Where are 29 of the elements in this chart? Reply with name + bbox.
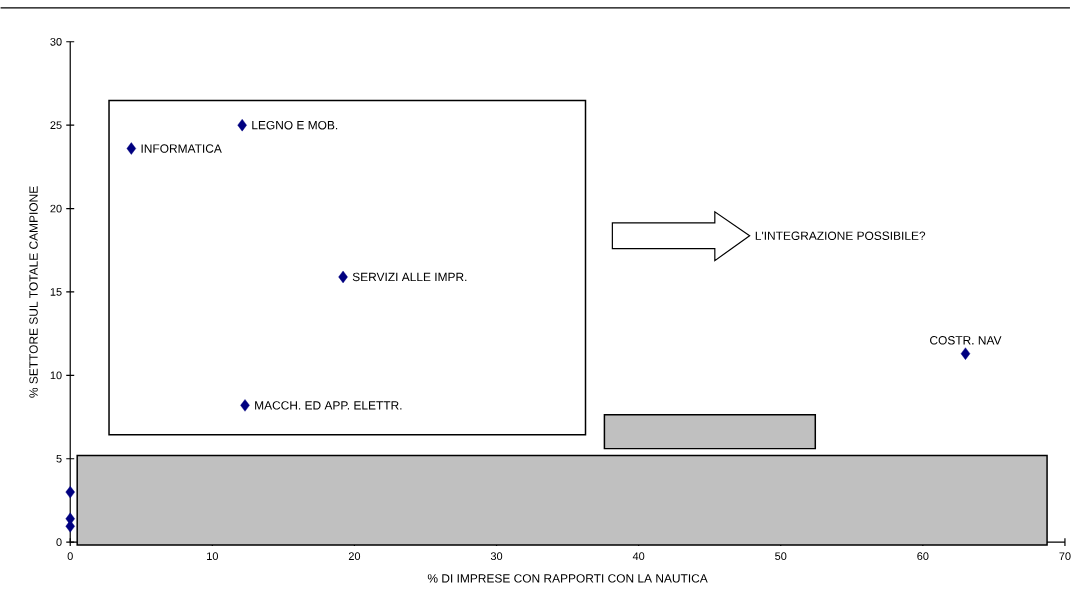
x-tick-label: 70 [1059, 552, 1071, 561]
x-tick-label: 10 [207, 552, 218, 561]
y-axis-title: % SETTORE SUL TOTALE CAMPIONE [29, 186, 38, 398]
point [960, 347, 971, 360]
x-tick-label: 0 [67, 552, 73, 561]
annotation: L'INTEGRAZIONE POSSIBILE? [755, 231, 926, 241]
annotation: SERVIZI ALLE IMPR. [352, 272, 467, 282]
x-tick-label: 50 [775, 552, 787, 561]
point [240, 399, 250, 412]
x-tick-label: 30 [490, 552, 503, 561]
y-tick-label: 5 [56, 455, 62, 463]
point [126, 142, 137, 155]
annotation: MACCH. ED APP. ELETTR. [255, 401, 402, 410]
y-tick-label: 15 [50, 288, 62, 296]
annotation: COSTR. NAV [930, 336, 1002, 345]
x-tick-label: 60 [917, 552, 929, 561]
x-tick-label: 20 [348, 552, 361, 561]
annotation: INFORMATICA [141, 144, 222, 153]
y-tick-label: 20 [50, 204, 62, 213]
x-tick-label: 40 [632, 552, 645, 561]
annotation: LEGNO E MOB. [252, 121, 338, 130]
y-tick-label: 30 [50, 38, 62, 46]
y-tick-label: 10 [50, 371, 62, 380]
y-tick-label: 25 [50, 121, 62, 130]
y-tick-label: 0 [56, 538, 62, 547]
point [65, 486, 75, 499]
point [338, 270, 348, 284]
x-axis-title: % DI IMPRESE CON RAPPORTI CON LA NAUTICA [427, 574, 708, 583]
point [237, 119, 247, 132]
